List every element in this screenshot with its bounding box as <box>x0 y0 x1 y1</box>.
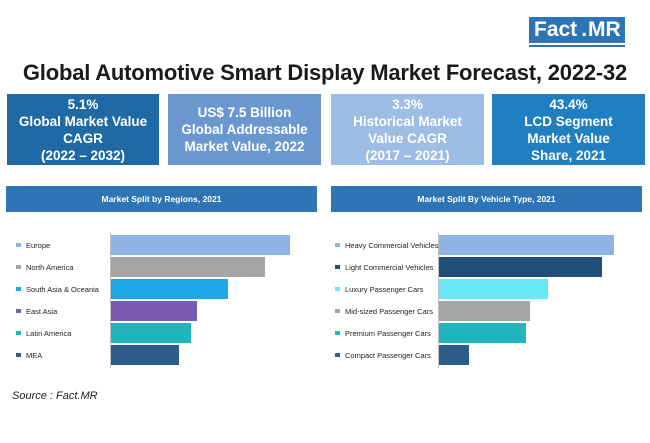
vehicle-type-chart-title: Market Split By Vehicle Type, 2021 <box>331 186 642 212</box>
kpi-value: 5.1% <box>67 96 99 112</box>
y-axis-line <box>110 232 111 368</box>
factmr-logo: Fact . MR <box>529 17 625 47</box>
legend-swatch <box>16 331 21 335</box>
logo-fact-text: Fact <box>529 17 581 43</box>
logo-dot: . <box>580 17 589 43</box>
category-label: Europe <box>16 235 50 255</box>
legend-swatch <box>16 265 21 269</box>
legend-swatch <box>16 309 21 313</box>
bar <box>439 345 470 365</box>
legend-swatch <box>335 243 340 247</box>
category-label-text: Latin America <box>26 328 72 338</box>
category-label-text: Europe <box>26 240 51 250</box>
bar <box>111 235 290 255</box>
kpi-value: US$ 7.5 Billion <box>197 105 292 120</box>
kpi-card-cagr: 5.1% Global Market Value CAGR (2022 – 20… <box>7 94 159 165</box>
category-label: North America <box>16 257 74 277</box>
page-title: Global Automotive Smart Display Market F… <box>22 60 628 85</box>
kpi-card-lcd-share: 43.4% LCD Segment Market Value Share, 20… <box>492 94 645 165</box>
source-note: Source : Fact.MR <box>12 390 98 402</box>
category-label-text: MEA <box>26 350 43 360</box>
category-label-text: South Asia & Oceania <box>26 284 99 294</box>
bar <box>111 279 229 299</box>
legend-swatch <box>335 309 340 313</box>
regions-chart-title: Market Split by Regions, 2021 <box>6 186 317 212</box>
kpi-line: Share, 2021 <box>530 147 607 163</box>
category-label-text: Compact Passenger Cars <box>345 350 431 360</box>
bar <box>111 323 192 343</box>
category-label-text: North America <box>26 262 74 272</box>
category-label: East Asia <box>16 301 57 321</box>
bar <box>439 235 614 255</box>
legend-swatch <box>16 243 21 247</box>
bar <box>439 279 548 299</box>
bar <box>439 257 602 277</box>
kpi-line: Market Value, 2022 <box>184 139 305 154</box>
category-label: Compact Passenger Cars <box>335 345 431 365</box>
kpi-value: 43.4% <box>549 96 588 112</box>
kpi-line: (2017 – 2021) <box>365 147 450 163</box>
category-label-text: Luxury Passenger Cars <box>345 284 424 294</box>
category-label: Mid-sized Passenger Cars <box>335 301 433 321</box>
category-label-text: Mid-sized Passenger Cars <box>345 306 433 316</box>
bar <box>439 301 530 321</box>
kpi-line: LCD Segment <box>524 113 613 129</box>
category-label: South Asia & Oceania <box>16 279 99 299</box>
category-label: Premium Passenger Cars <box>335 323 431 343</box>
kpi-line: (2022 – 2032) <box>40 147 126 163</box>
legend-swatch <box>335 353 340 357</box>
category-label: MEA <box>16 345 42 365</box>
logo-underline <box>529 45 625 47</box>
kpi-card-historical-cagr: 3.3% Historical Market Value CAGR (2017 … <box>331 94 484 165</box>
category-label: Luxury Passenger Cars <box>335 279 423 299</box>
kpi-line: Global Addressable <box>181 122 308 137</box>
kpi-line: Value CAGR <box>368 130 447 146</box>
bar <box>111 345 179 365</box>
y-axis-line <box>438 232 439 368</box>
legend-swatch <box>335 331 340 335</box>
legend-swatch <box>16 353 21 357</box>
category-label: Heavy Commercial Vehicles <box>335 235 438 255</box>
bar <box>439 323 527 343</box>
legend-swatch <box>335 265 340 269</box>
kpi-line: Global Market Value <box>18 113 148 129</box>
category-label-text: East Asia <box>26 306 58 316</box>
bar <box>111 257 266 277</box>
category-label-text: Heavy Commercial Vehicles <box>345 240 439 250</box>
kpi-line: Historical Market <box>353 113 462 129</box>
legend-swatch <box>335 287 340 291</box>
bar <box>111 301 198 321</box>
legend-swatch <box>16 287 21 291</box>
category-label-text: Premium Passenger Cars <box>345 328 431 338</box>
kpi-line: CAGR <box>63 130 103 146</box>
category-label: Latin America <box>16 323 71 343</box>
kpi-line: Market Value <box>527 130 610 146</box>
logo-mr-text: MR <box>588 17 625 43</box>
category-label-text: Light Commercial Vehicles <box>345 262 434 272</box>
category-label: Light Commercial Vehicles <box>335 257 433 277</box>
kpi-value: 3.3% <box>392 96 423 112</box>
kpi-card-addressable-value: US$ 7.5 Billion Global Addressable Marke… <box>168 94 321 165</box>
